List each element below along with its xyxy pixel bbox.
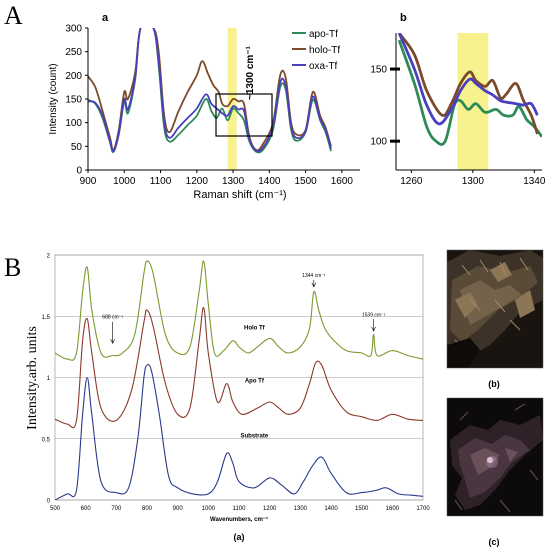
series-label: Substrate bbox=[240, 434, 268, 440]
zoom-box bbox=[215, 93, 273, 137]
spectrum-xtick: 1300 bbox=[294, 506, 308, 512]
subplot-a-label: a bbox=[102, 12, 109, 24]
a-xtick: 1100 bbox=[150, 176, 172, 187]
spectrum-xtick: 1000 bbox=[202, 506, 216, 512]
spectrum-plot: 500 600 700 800 900 1000 1100 1200 1300 1400 1500 1… bbox=[25, 254, 430, 543]
spectrum-xtick: 1700 bbox=[416, 506, 430, 512]
a-xtick: 1000 bbox=[113, 176, 136, 187]
a-ytick: 200 bbox=[65, 71, 82, 82]
a-ytick: 250 bbox=[65, 47, 82, 58]
b-ytick: 100 bbox=[370, 137, 387, 148]
a-xtick: 1300 bbox=[222, 176, 245, 187]
spectrum-xtick: 1600 bbox=[386, 506, 400, 512]
subplot-b: 1260 1300 1340 100 150 b bbox=[370, 12, 546, 187]
panel-b-label: B bbox=[4, 253, 21, 282]
spectrum-ytick: 0.5 bbox=[42, 437, 51, 443]
micrograph-c: (c) bbox=[446, 397, 544, 547]
spectrum-ytick: 0 bbox=[47, 499, 51, 505]
b-xtick: 1260 bbox=[400, 176, 423, 187]
spectrum-xtick: 1100 bbox=[233, 506, 247, 512]
micrograph-b: (b) bbox=[446, 249, 544, 389]
spectrum-xlabel: Wavenumbers, cm⁻¹ bbox=[210, 516, 268, 523]
series-line-holo-tf bbox=[55, 260, 423, 361]
peak-label: 688 cm⁻¹ bbox=[102, 315, 123, 321]
subplot-a: 900 1000 1100 1200 1300 1400 1500 1600 0 50 100 150… bbox=[48, 12, 360, 201]
spectrum-xtick: 1400 bbox=[324, 506, 338, 512]
spectrum-xtick: 600 bbox=[81, 506, 92, 512]
a-ytick: 0 bbox=[76, 166, 82, 177]
a-xtick: 1500 bbox=[294, 176, 317, 187]
b-xtick: 1340 bbox=[523, 176, 546, 187]
legend-entry: apo-Tf bbox=[309, 29, 338, 40]
series-line-holo-tf bbox=[397, 33, 539, 135]
spectrum-xtick: 1500 bbox=[355, 506, 369, 512]
spectrum-xtick: 700 bbox=[111, 506, 122, 512]
spectrum-ylabel: Intensity.arb. units bbox=[25, 326, 40, 430]
series-line-substrate bbox=[55, 364, 423, 500]
caption-a: (a) bbox=[234, 532, 245, 542]
spectrum-xtick: 500 bbox=[50, 506, 61, 512]
a-ytick: 100 bbox=[65, 118, 82, 129]
series-label: Apo Tf bbox=[245, 378, 265, 384]
a-ytick: 300 bbox=[65, 24, 82, 35]
series-line-holo-tf bbox=[88, 28, 332, 152]
spectrum-ytick: 1 bbox=[47, 376, 51, 382]
annotation-1300: ~1300 cm⁻¹ bbox=[245, 45, 256, 100]
spectrum-xtick: 1200 bbox=[263, 506, 277, 512]
spectrum-xtick: 900 bbox=[173, 506, 184, 512]
subplot-b-label: b bbox=[400, 12, 407, 24]
a-xtick: 1400 bbox=[258, 176, 281, 187]
a-ytick: 150 bbox=[65, 95, 82, 106]
subplot-a-ylabel: Intensity (count) bbox=[48, 63, 59, 134]
subplot-a-xlabel: Raman shift (cm⁻¹) bbox=[193, 189, 286, 201]
legend-entry: oxa-Tf bbox=[309, 61, 338, 72]
a-ytick: 50 bbox=[71, 142, 83, 153]
legend-a: apo-Tf holo-Tf oxa-Tf bbox=[292, 29, 340, 72]
a-xtick: 1200 bbox=[186, 176, 209, 187]
caption-b: (b) bbox=[488, 379, 500, 389]
caption-c: (c) bbox=[489, 537, 500, 547]
a-xtick: 900 bbox=[80, 176, 97, 187]
series-line-apo-tf bbox=[55, 307, 423, 429]
b-ytick: 150 bbox=[370, 65, 387, 76]
series-line-oxa-tf bbox=[88, 28, 332, 153]
peak-label: 1344 cm⁻¹ bbox=[302, 273, 326, 279]
spectrum-ytick: 2 bbox=[47, 254, 51, 260]
panel-a-label: A bbox=[4, 1, 23, 30]
peak-label: 1539 cm⁻¹ bbox=[362, 312, 386, 318]
spectrum-ytick: 1.5 bbox=[42, 315, 51, 321]
series-line-apo-tf bbox=[397, 39, 542, 146]
legend-entry: holo-Tf bbox=[309, 45, 340, 56]
spectrum-xtick: 800 bbox=[142, 506, 153, 512]
series-label: Holo Tf bbox=[244, 326, 266, 332]
series-line-oxa-tf bbox=[397, 33, 539, 126]
b-xtick: 1300 bbox=[462, 176, 485, 187]
a-xtick: 1600 bbox=[331, 176, 354, 187]
